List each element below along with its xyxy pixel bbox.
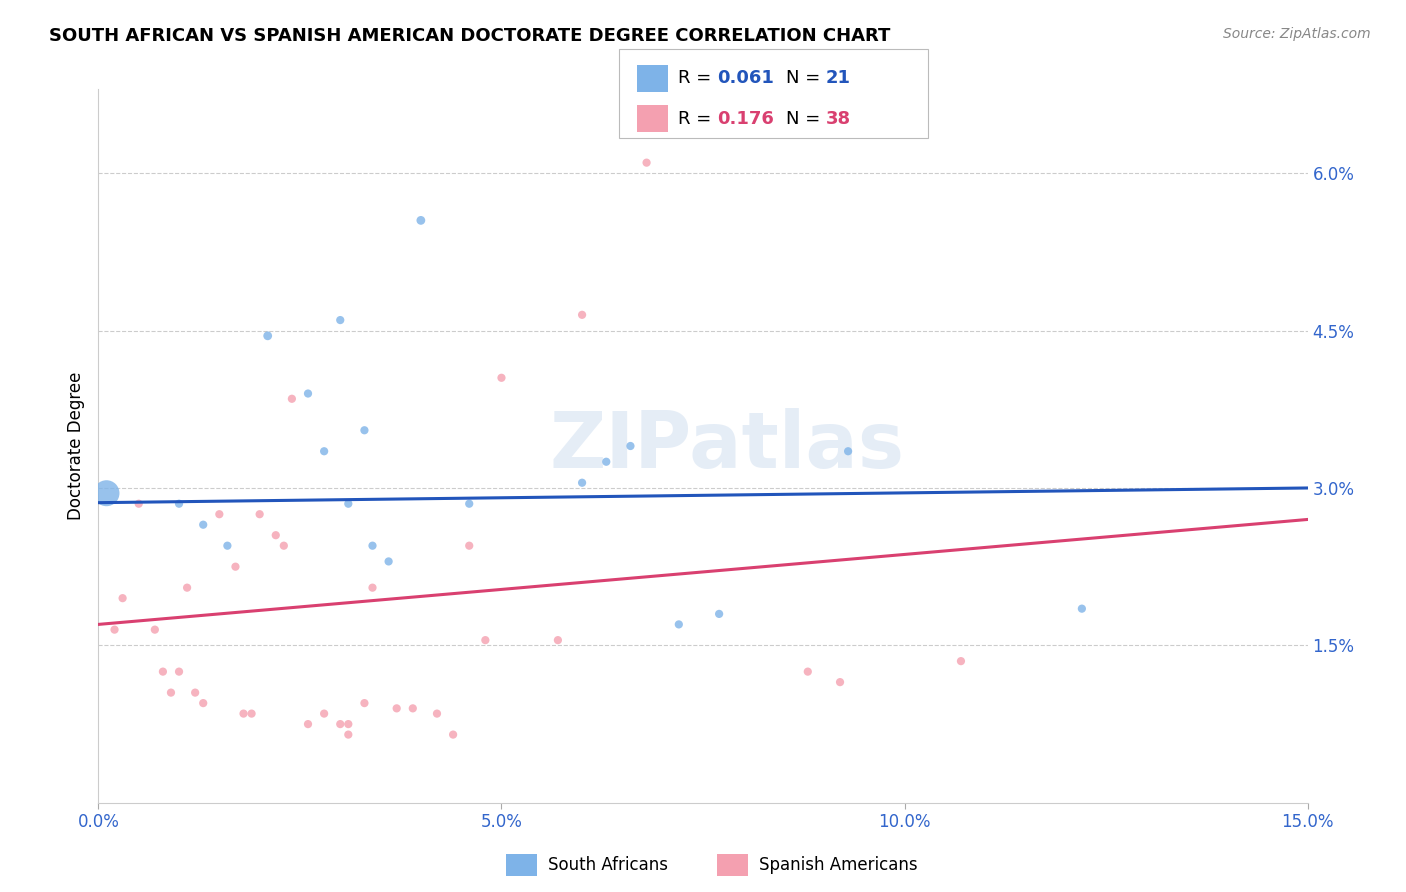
Point — [595, 455, 617, 469]
Text: SOUTH AFRICAN VS SPANISH AMERICAN DOCTORATE DEGREE CORRELATION CHART: SOUTH AFRICAN VS SPANISH AMERICAN DOCTOR… — [49, 27, 890, 45]
Point — [184, 685, 207, 699]
Point — [249, 507, 271, 521]
Point — [143, 623, 166, 637]
Text: 0.176: 0.176 — [717, 110, 773, 128]
Point — [264, 528, 287, 542]
Point — [152, 665, 174, 679]
Text: 21: 21 — [825, 70, 851, 87]
Point — [377, 554, 399, 568]
Point — [273, 539, 295, 553]
Point — [828, 675, 851, 690]
Point — [111, 591, 134, 606]
Point — [837, 444, 859, 458]
Point — [314, 444, 336, 458]
Point — [458, 539, 481, 553]
Point — [636, 155, 658, 169]
Point — [337, 497, 360, 511]
Point — [337, 717, 360, 731]
Text: R =: R = — [678, 70, 717, 87]
Point — [208, 507, 231, 521]
Point — [329, 313, 352, 327]
Point — [402, 701, 425, 715]
Point — [571, 475, 593, 490]
Point — [571, 308, 593, 322]
Text: 0.061: 0.061 — [717, 70, 773, 87]
Point — [409, 213, 432, 227]
Point — [297, 717, 319, 731]
Point — [256, 328, 278, 343]
Point — [217, 539, 239, 553]
Point — [361, 539, 384, 553]
Text: N =: N = — [786, 70, 825, 87]
Text: N =: N = — [786, 110, 825, 128]
Point — [103, 623, 125, 637]
Point — [297, 386, 319, 401]
Text: 38: 38 — [825, 110, 851, 128]
Point — [949, 654, 972, 668]
Point — [426, 706, 449, 721]
Point — [474, 633, 496, 648]
Point — [193, 696, 215, 710]
Point — [128, 497, 150, 511]
Point — [232, 706, 254, 721]
Text: ZIPatlas: ZIPatlas — [550, 408, 904, 484]
Point — [385, 701, 408, 715]
Point — [96, 486, 118, 500]
Point — [329, 717, 352, 731]
Point — [337, 728, 360, 742]
Point — [176, 581, 198, 595]
Point — [547, 633, 569, 648]
Point — [1070, 601, 1092, 615]
Point — [441, 728, 464, 742]
Point — [619, 439, 641, 453]
Point — [314, 706, 336, 721]
Point — [240, 706, 263, 721]
Point — [668, 617, 690, 632]
Text: South Africans: South Africans — [548, 856, 668, 874]
Point — [353, 696, 375, 710]
Point — [361, 581, 384, 595]
Point — [193, 517, 215, 532]
Point — [707, 607, 730, 621]
Point — [281, 392, 304, 406]
Point — [167, 665, 190, 679]
Y-axis label: Doctorate Degree: Doctorate Degree — [66, 372, 84, 520]
Point — [458, 497, 481, 511]
Point — [353, 423, 375, 437]
Text: Spanish Americans: Spanish Americans — [759, 856, 918, 874]
Point — [224, 559, 246, 574]
Point — [797, 665, 820, 679]
Text: Source: ZipAtlas.com: Source: ZipAtlas.com — [1223, 27, 1371, 41]
Point — [160, 685, 183, 699]
Text: R =: R = — [678, 110, 717, 128]
Point — [167, 497, 190, 511]
Point — [491, 371, 513, 385]
